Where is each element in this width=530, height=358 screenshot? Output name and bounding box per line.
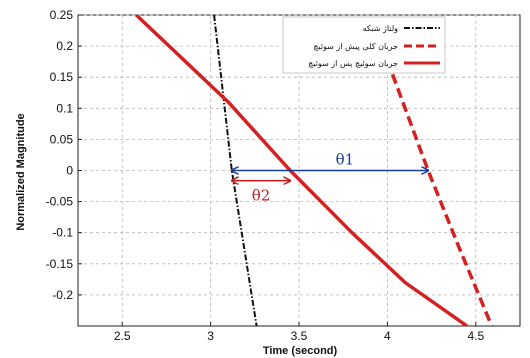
y-tick-label: 0.1 <box>56 101 73 115</box>
annotations-group: θ1 θ2 <box>232 151 428 205</box>
y-tick-label: -0.1 <box>52 226 73 240</box>
legend: ولتاژ شبکه جریان کلی پیش از سوئیچ جریان … <box>282 16 446 74</box>
x-tick-label: 3.5 <box>291 329 308 343</box>
y-tick-label: 0.05 <box>50 132 74 146</box>
y-tick-label: -0.05 <box>46 195 74 209</box>
theta2-label: θ2 <box>252 187 271 205</box>
series-switch-current-line <box>135 15 469 326</box>
legend-label-total-current: جریان کلی پیش از سوئیچ <box>313 42 398 51</box>
x-tick-label: 3 <box>207 329 214 343</box>
grid <box>78 14 520 326</box>
x-tick-label: 4.5 <box>467 329 484 343</box>
series-voltage-line <box>213 15 258 326</box>
series-total-current-line <box>380 45 494 326</box>
y-tick-label: 0 <box>66 164 73 178</box>
x-tick-label: 4 <box>384 329 391 343</box>
y-tick-label: 0.25 <box>50 8 74 22</box>
legend-label-switch-current: جریان سوئیچ پس از سوئیچ <box>308 59 398 68</box>
legend-label-voltage: ولتاژ شبکه <box>363 24 399 33</box>
y-tick-label: 0.15 <box>50 70 74 84</box>
series-group <box>135 15 494 326</box>
y-axis-label: Normalized Magnitude <box>15 113 27 230</box>
y-tick-label: 0.2 <box>56 39 73 53</box>
x-tick-label: 2.5 <box>114 329 131 343</box>
x-axis-label: Time (second) <box>263 345 338 357</box>
y-tick-label: -0.2 <box>52 288 73 302</box>
y-tick-label: -0.15 <box>46 257 74 271</box>
ticks-group: 2.5 3 3.5 4 4.5 0.25 0.2 0.15 0.1 0.05 0 -0.05 -0.1 -… <box>46 8 485 343</box>
theta1-label: θ1 <box>336 151 355 169</box>
